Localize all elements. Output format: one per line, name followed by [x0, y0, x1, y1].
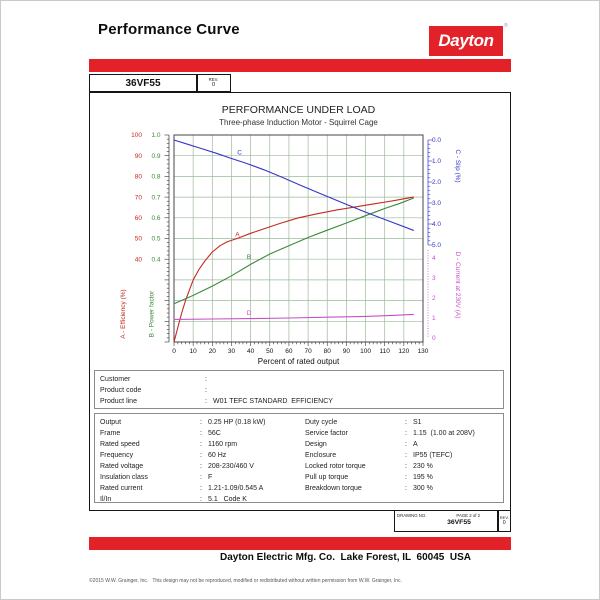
- efficiency-tick-label: 50: [135, 236, 143, 243]
- power-factor-tick-label: 0.8: [151, 174, 160, 181]
- x-tick-label: 120: [398, 348, 409, 355]
- registered-mark: ®: [504, 23, 508, 29]
- spec-row: Design: A: [305, 440, 418, 448]
- series-B-label: B: [247, 254, 251, 261]
- spec-row: Enclosure: IP55 (TEFC): [305, 451, 453, 459]
- x-tick-label: 30: [228, 348, 236, 355]
- efficiency-tick-label: 90: [135, 153, 143, 160]
- dayton-logo-text: Dayton: [438, 31, 494, 50]
- slip-tick-label: 5.0: [432, 242, 441, 249]
- series-A-curve: [173, 196, 414, 343]
- current-tick-label: 3: [432, 275, 436, 282]
- spec-table: Output:0.25 HP (0.18 kW) Frame:56C Rated s…: [94, 413, 504, 503]
- x-axis-title: Percent of rated output: [258, 357, 340, 366]
- slip-tick-label: 4.0: [432, 221, 441, 228]
- power-factor-tick-label: 0.7: [151, 194, 160, 201]
- slip-tick-label: 3.0: [432, 200, 441, 207]
- footer-rev-box: REV. 0: [497, 510, 511, 532]
- spec-row: Customer:: [100, 375, 207, 383]
- current-tick-label: 2: [432, 295, 436, 302]
- spec-row: Duty cycle: S1: [305, 418, 422, 426]
- spec-row: Output:0.25 HP (0.18 kW): [100, 418, 266, 426]
- top-red-bar: [89, 59, 511, 72]
- x-tick-label: 20: [209, 348, 217, 355]
- current-tick-label: 4: [432, 255, 436, 262]
- footer-rev-value: 0: [502, 520, 506, 526]
- rev-label: REV.: [208, 77, 219, 82]
- slip-tick-label: 0.0: [432, 137, 441, 144]
- spec-row: Insulation class: F: [100, 473, 213, 481]
- power-factor-tick-label: 0.5: [151, 236, 160, 243]
- company-address-line: Dayton Electric Mfg. Co. Lake Forest, IL…: [219, 552, 471, 563]
- x-tick-label: 80: [324, 348, 332, 355]
- rev-value: 0: [211, 82, 216, 88]
- chart-canvas: 0 10 20 30 40 50 60 70 80 90 100 110 120 130100908070…: [131, 132, 441, 355]
- bottom-red-bar: [89, 537, 511, 550]
- copyright-line: ©2015 W.W. Grainger, Inc. This design ma…: [89, 578, 402, 584]
- x-tick-label: 90: [343, 348, 351, 355]
- efficiency-tick-label: 40: [135, 256, 143, 263]
- spec-row: Il/In:5.1 Code K: [100, 495, 247, 503]
- footer-rev-label: REV.: [499, 515, 509, 520]
- axis-label-slip: C - Slip (%): [454, 149, 461, 182]
- spec-row: Rated current:1.21-1.09/0.545 A: [100, 484, 264, 492]
- spec-row: Rated voltage:208-230/460 V: [100, 462, 254, 470]
- rev-box: REV. 0: [196, 74, 231, 92]
- model-number-box: 36VF55: [89, 74, 197, 92]
- spec-table-left-column: Output:0.25 HP (0.18 kW) Frame:56C Rated s…: [95, 417, 305, 503]
- slip-tick-label: 2.0: [432, 179, 441, 186]
- drawing-number-box: DRAWING NO. PAGE 2 of 2 36VF55: [394, 510, 498, 532]
- spec-row: Locked rotor torque:230 %: [305, 462, 433, 470]
- current-tick-label: 1: [432, 315, 436, 322]
- spec-row: Frequency:60 Hz: [100, 451, 227, 459]
- x-tick-label: 130: [418, 348, 429, 355]
- series-D-label: D: [247, 310, 252, 317]
- dayton-logo: Dayton: [429, 26, 503, 56]
- chart-subtitle: Three-phase Induction Motor - Squirrel C…: [219, 118, 378, 127]
- efficiency-tick-label: 80: [135, 174, 143, 181]
- x-tick-label: 50: [266, 348, 274, 355]
- power-factor-tick-label: 0.4: [151, 256, 160, 263]
- power-factor-tick-label: 1.0: [151, 132, 160, 139]
- x-tick-label: 40: [247, 348, 255, 355]
- power-factor-tick-label: 0.9: [151, 153, 160, 160]
- efficiency-tick-label: 100: [131, 132, 142, 139]
- spec-row: Service factor:1.15 (1.00 at 208V): [305, 429, 475, 437]
- current-tick-label: 0: [432, 335, 436, 342]
- x-tick-label: 110: [380, 348, 391, 355]
- spec-row: Product code:: [100, 386, 207, 394]
- drawing-number: 36VF55: [447, 519, 471, 526]
- series-D-curve: [173, 313, 414, 320]
- x-tick-label: 0: [172, 348, 176, 355]
- efficiency-tick-label: 70: [135, 194, 143, 201]
- x-tick-label: 60: [285, 348, 293, 355]
- spec-row: Rated speed:1160 rpm: [100, 440, 238, 448]
- page-title: Performance Curve: [98, 21, 240, 38]
- spec-table-right-column: Duty cycle: S1 Service factor:1.15 (1.00 a…: [305, 417, 503, 503]
- drawing-no-label: DRAWING NO.: [397, 513, 427, 518]
- customer-table: Customer: Product code: Product line: W01 T…: [94, 370, 504, 409]
- spec-row: Product line: W01 TEFC STANDARD EFFICIENC…: [100, 397, 333, 405]
- series-B-curve: [173, 197, 414, 305]
- axis-label-power-factor: B - Power factor: [149, 290, 156, 337]
- spec-row: Breakdown torque:300 %: [305, 484, 433, 492]
- series-A-label: A: [235, 231, 240, 238]
- power-factor-tick-label: 0.6: [151, 215, 160, 222]
- series-C-curve: [173, 139, 414, 231]
- chart-title: PERFORMANCE UNDER LOAD: [222, 104, 376, 116]
- axis-label-current: D - Current at 230V (A): [454, 252, 461, 319]
- performance-chart: PERFORMANCE UNDER LOAD Three-phase Induc…: [120, 104, 461, 366]
- x-tick-label: 10: [190, 348, 198, 355]
- spec-row: Pull up torque:195 %: [305, 473, 433, 481]
- x-tick-label: 70: [304, 348, 312, 355]
- x-tick-label: 100: [360, 348, 371, 355]
- spec-row: Frame:56C: [100, 429, 221, 437]
- page-indicator: PAGE 2 of 2: [456, 513, 480, 518]
- series-C-label: C: [237, 150, 242, 157]
- axis-label-efficiency: A - Efficiency (%): [120, 289, 127, 338]
- efficiency-tick-label: 60: [135, 215, 143, 222]
- slip-tick-label: 1.0: [432, 158, 441, 165]
